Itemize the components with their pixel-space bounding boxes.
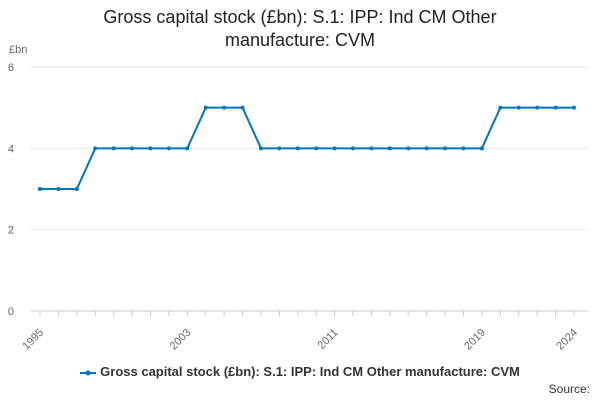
chart-title-line-1: Gross capital stock (£bn): S.1: IPP: Ind… [103, 7, 497, 27]
data-point[interactable] [240, 105, 245, 110]
y-tick-label: 6 [8, 62, 14, 74]
data-point[interactable] [203, 105, 208, 110]
chart-title: Gross capital stock (£bn): S.1: IPP: Ind… [0, 6, 600, 52]
y-tick-label: 2 [8, 225, 14, 237]
series-line [40, 106, 574, 190]
source-label[interactable]: Source: [548, 382, 590, 396]
data-point[interactable] [351, 146, 356, 151]
data-point[interactable] [295, 146, 300, 151]
data-point[interactable] [406, 146, 411, 151]
x-tick-label: 1995 [20, 327, 46, 353]
data-point[interactable] [130, 146, 135, 151]
legend[interactable]: Gross capital stock (£bn): S.1: IPP: Ind… [0, 364, 600, 379]
x-tick-label: 2019 [462, 327, 488, 353]
x-tick-label: 2011 [316, 327, 341, 352]
data-point[interactable] [314, 146, 319, 151]
y-tick-label: 0 [8, 306, 14, 318]
y-tick-label: 4 [8, 143, 14, 155]
data-point[interactable] [369, 146, 374, 151]
data-point[interactable] [461, 146, 466, 151]
data-point[interactable] [222, 105, 227, 110]
data-point[interactable] [185, 146, 190, 151]
x-tick-label: 2003 [168, 327, 194, 353]
data-point[interactable] [553, 105, 558, 110]
data-point[interactable] [498, 105, 503, 110]
y-axis-ticks: 0 2 4 6 [8, 62, 14, 318]
data-point[interactable] [479, 146, 484, 151]
y-axis-unit-label: £bn [9, 44, 28, 56]
data-point[interactable] [443, 146, 448, 151]
data-point[interactable] [148, 146, 153, 151]
legend-swatch-icon [80, 370, 97, 376]
chart-title-line-2: manufacture: CVM [224, 30, 376, 50]
data-point[interactable] [535, 105, 540, 110]
x-axis-ticks: 1995 2003 2011 2019 2024 [20, 311, 580, 352]
data-point[interactable] [572, 105, 576, 110]
gridlines [30, 66, 588, 312]
series-group [38, 105, 576, 191]
data-point[interactable] [258, 146, 263, 151]
data-point[interactable] [516, 105, 521, 110]
data-point[interactable] [424, 146, 429, 151]
data-point[interactable] [332, 146, 337, 151]
legend-label: Gross capital stock (£bn): S.1: IPP: Ind… [100, 364, 520, 379]
data-point[interactable] [93, 146, 98, 151]
data-point[interactable] [387, 146, 392, 151]
data-point[interactable] [111, 146, 116, 151]
data-point[interactable] [277, 146, 282, 151]
data-point[interactable] [38, 187, 42, 191]
data-point[interactable] [74, 187, 79, 191]
data-point[interactable] [56, 187, 61, 191]
x-tick-label: 2024 [554, 327, 580, 353]
data-point[interactable] [166, 146, 171, 151]
